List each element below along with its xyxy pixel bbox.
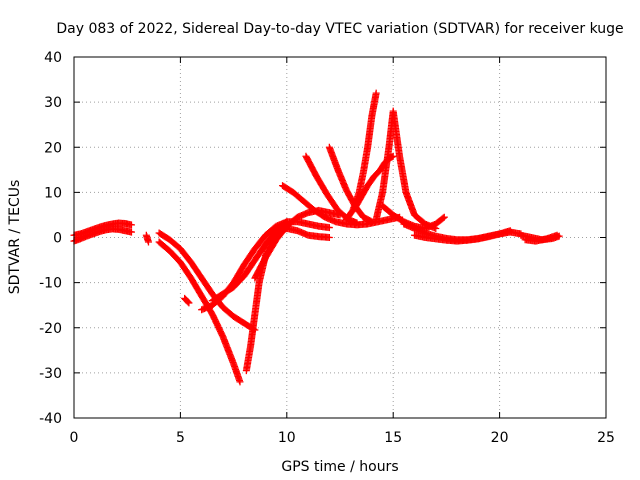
data-point — [185, 299, 193, 307]
x-tick-label: 20 — [491, 430, 509, 446]
data-point — [325, 234, 333, 241]
y-tick-label: -20 — [39, 321, 62, 337]
data-point — [439, 214, 447, 222]
y-tick-label: -10 — [39, 276, 62, 292]
data-point — [184, 298, 192, 306]
data-point — [440, 213, 448, 221]
data-point — [506, 227, 514, 235]
series-arc-12 — [302, 152, 361, 227]
x-tick-label: 25 — [597, 430, 615, 446]
series-arc-14 — [342, 89, 380, 223]
series-arc-21 — [521, 231, 561, 245]
plot-frame — [73, 56, 607, 419]
data-point — [144, 238, 152, 246]
x-tick-label: 10 — [278, 430, 296, 446]
data-point — [127, 221, 135, 229]
series-arc-2 — [70, 225, 135, 245]
x-tick-label: 0 — [70, 430, 79, 446]
series-arc-10 — [251, 206, 344, 282]
series-arc-13 — [325, 143, 376, 226]
data-point — [236, 378, 244, 386]
data-point — [372, 89, 380, 97]
y-tick-label: 40 — [44, 50, 62, 66]
y-tick-label: -30 — [39, 366, 62, 382]
y-tick-label: 20 — [44, 140, 62, 156]
series-arc-5 — [155, 238, 244, 386]
x-tick-label: 15 — [384, 430, 402, 446]
x-tick-label: 5 — [176, 430, 185, 446]
series-arc-8 — [208, 218, 291, 305]
y-tick-label: 10 — [44, 185, 62, 201]
series-arc-17 — [379, 202, 448, 232]
series-arc-6 — [181, 294, 193, 307]
y-tick-label: -40 — [39, 411, 62, 427]
series-arc-11 — [279, 182, 404, 229]
y-tick-label: 0 — [53, 231, 62, 247]
data-point — [127, 228, 135, 236]
y-tick-label: 30 — [44, 95, 62, 111]
data-point — [353, 219, 361, 227]
data-point — [553, 231, 561, 239]
axis-ticks: 0 5 10 15 20 25 40 30 20 10 0 -10 -20 -30 -40 — [39, 50, 615, 446]
y-axis-label: SDTVAR / TECUs — [7, 180, 23, 295]
data-point — [368, 218, 376, 226]
data-points — [70, 89, 563, 386]
series-arc-3 — [142, 231, 152, 246]
chart-title: Day 083 of 2022, Sidereal Day-to-day VTE… — [56, 21, 623, 37]
x-axis-label: GPS time / hours — [281, 459, 398, 475]
data-point — [325, 224, 333, 232]
series-arc-19 — [410, 227, 514, 245]
series-arc-4 — [155, 229, 259, 334]
